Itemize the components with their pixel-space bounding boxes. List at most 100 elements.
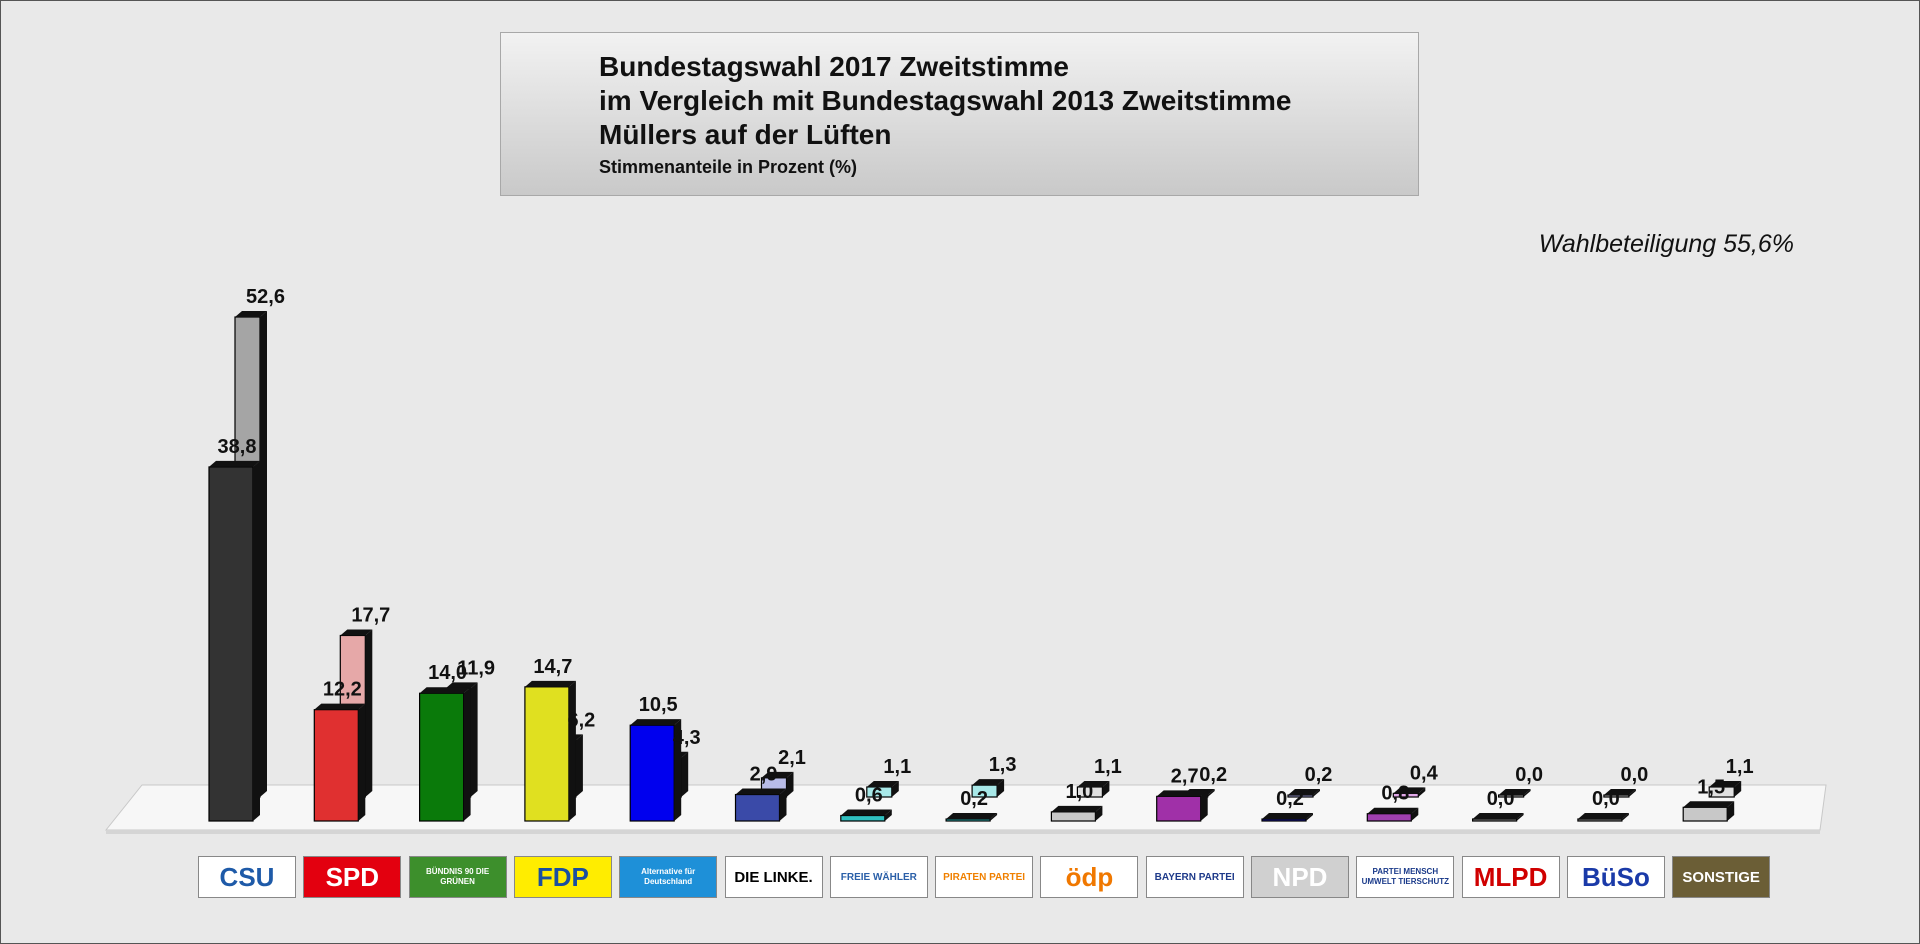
party-logo-text: FDP [536,861,589,892]
bar-2013-8-side [1102,780,1110,797]
chart-title-line-3: Müllers auf der Lüften [599,119,892,150]
value-label-2017-9: 2,7 [1171,765,1199,787]
party-logo-6: FREIE WÄHLER [829,856,928,898]
bar-2017-8-top [1051,805,1103,812]
bar-2013-8 [1076,780,1110,798]
party-logo-text: SPD [325,861,380,892]
bar-2013-14 [1708,780,1742,798]
bar-2017-9-top [1156,790,1208,797]
party-logo-text: CSU [219,861,275,892]
value-label-2013-13: 0,0 [1620,764,1648,786]
bar-2013-13-top [1603,789,1636,795]
bar-2017-0-side [253,460,260,821]
bar-2017-9 [1156,790,1208,822]
bar-2017-11-top [1367,807,1419,814]
bar-2017-11 [1366,807,1419,822]
party-logo-8: ödp [1040,856,1139,898]
chart-floor-edge [106,830,1820,834]
value-label-2017-0: 38,8 [218,436,257,458]
bar-2017-9-side [1200,790,1208,821]
bar-2017-14-front [1682,806,1728,822]
bar-2017-2-front [419,692,465,822]
bar-2013-12-top [1498,789,1531,795]
bar-2013-10 [1287,789,1320,798]
value-label-2013-11: 0,4 [1410,762,1439,784]
bar-2017-12-front [1471,818,1518,822]
bar-2017-3-side [568,680,576,821]
party-logo-text: BAYERN PARTEI [1154,871,1235,883]
party-logo-13: BüSo [1566,856,1665,898]
bar-2013-6-side [891,780,899,797]
bar-2013-6-top [866,780,899,787]
bar-2017-14-top [1683,801,1735,808]
value-label-2017-12: 0,0 [1487,788,1515,810]
bar-2017-5-front [734,793,781,822]
bar-2013-10-top [1288,789,1320,795]
value-label-2013-8: 1,1 [1094,756,1122,778]
bar-2017-11-front [1366,813,1412,822]
bar-2017-7 [945,813,998,822]
bar-2017-4 [629,719,682,822]
bar-2017-12-top [1472,813,1524,819]
title-box: Bundestagswahl 2017 Zweitstimme im Vergl… [500,32,1419,196]
bar-2013-5-top [761,771,794,778]
value-label-2013-9: 0,2 [1199,764,1227,786]
bar-2017-7-top [946,813,998,819]
bar-2013-9-side [1207,789,1215,797]
bar-2017-2-top [419,687,471,694]
party-logo-text: SONSTIGE [1682,868,1760,886]
bar-2013-12 [1497,789,1531,798]
bar-2013-2-side [470,682,478,797]
bar-2013-14-side [1734,780,1742,797]
bar-2013-14-top [1709,780,1742,787]
bar-2017-6-side [884,809,892,821]
value-label-2013-1: 17,7 [351,604,390,626]
party-logo-9: BAYERN PARTEI [1145,856,1244,898]
party-logo-text: BüSo [1581,861,1650,892]
bar-2013-6 [866,780,899,798]
bar-2017-3-front [524,686,570,822]
value-label-2017-6: 0,6 [855,785,883,807]
party-logo-text: NPD [1272,861,1328,892]
bar-2017-8-front [1050,811,1097,822]
bar-2017-1 [313,703,366,822]
bar-2013-5-side [786,771,794,797]
party-logo-1: SPD [303,856,402,898]
bar-2017-13-side [1621,813,1629,821]
party-logo-7: PIRATEN PARTEI [935,856,1034,898]
bar-2017-13 [1577,813,1629,822]
bar-2013-8-top [1077,780,1110,787]
value-label-2017-8: 1,0 [1065,781,1093,803]
value-label-2017-11: 0,8 [1381,783,1409,805]
value-label-2013-3: 6,2 [567,709,595,731]
bar-2013-12-side [1523,789,1531,797]
value-label-2013-12: 0,0 [1515,764,1543,786]
value-label-2013-7: 1,3 [989,754,1017,776]
bar-2017-9-front [1156,795,1202,822]
bar-2013-7-top [972,779,1005,786]
bar-2017-10 [1261,813,1313,822]
bar-2017-12-side [1516,813,1524,821]
bar-2013-1-side [365,629,373,797]
bar-2013-3-side [575,734,583,797]
party-logo-14: SONSTIGE [1672,856,1771,898]
bar-2017-14 [1682,801,1735,822]
bar-2013-13-side [1628,789,1636,797]
bar-2017-10-side [1306,813,1313,821]
value-label-2013-14: 1,1 [1726,756,1754,778]
bar-2017-5-side [779,788,787,821]
bar-2017-4-top [630,719,682,726]
party-logo-2: BÜNDNIS 90 DIE GRÜNEN [408,856,507,898]
bar-2017-12 [1471,813,1524,822]
bar-2017-13-front [1577,818,1623,822]
value-label-2017-5: 2,9 [750,764,778,786]
party-logo-11: PARTEI MENSCH UMWELT TIERSCHUTZ [1356,856,1455,898]
value-label-2013-5: 2,1 [778,747,806,769]
bar-2013-2-top [445,682,478,689]
bar-2017-0-front [208,466,254,822]
value-label-2013-2: 11,9 [457,657,495,679]
bar-2013-7 [971,779,1005,798]
bar-2013-11 [1392,787,1426,798]
bar-2017-13-top [1577,813,1629,819]
